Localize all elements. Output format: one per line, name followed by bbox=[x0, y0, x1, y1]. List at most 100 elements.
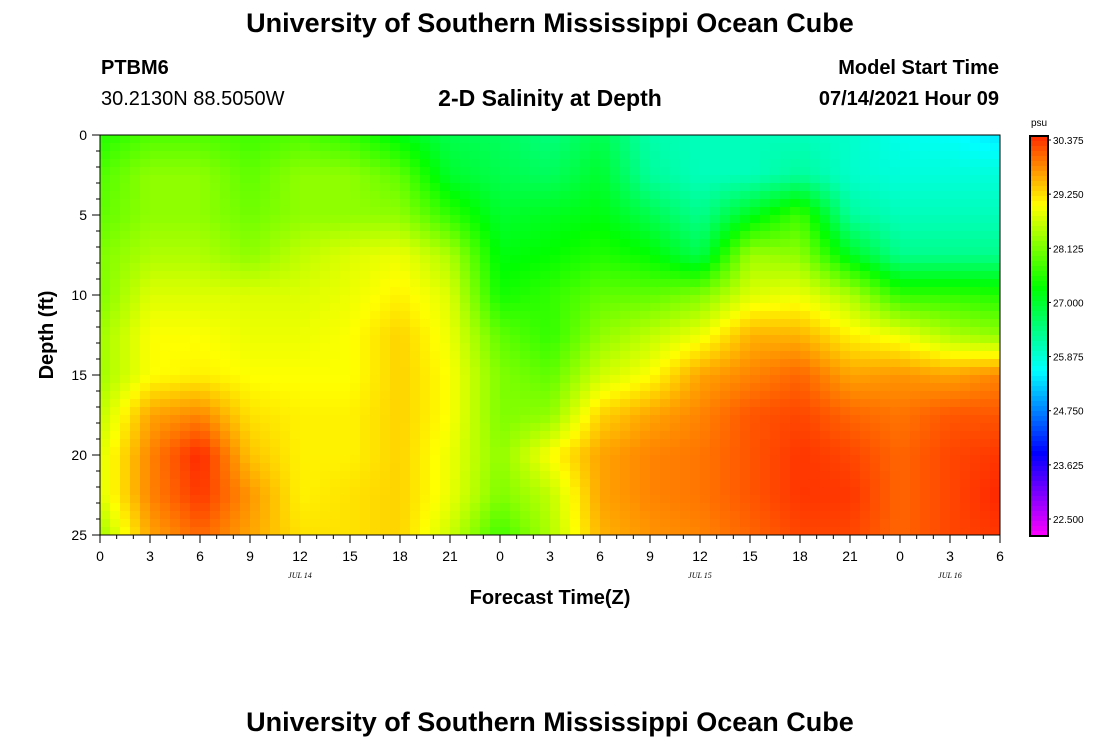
heatmap-cell bbox=[630, 471, 641, 480]
heatmap-cell bbox=[740, 511, 751, 520]
heatmap-cell bbox=[920, 367, 931, 376]
heatmap-cell bbox=[600, 255, 611, 264]
heatmap-cell bbox=[560, 311, 571, 320]
heatmap-cell bbox=[200, 327, 211, 336]
heatmap-cell bbox=[840, 407, 851, 416]
heatmap-cell bbox=[210, 399, 221, 408]
heatmap-cell bbox=[230, 351, 241, 360]
heatmap-cell bbox=[820, 223, 831, 232]
heatmap-cell bbox=[470, 191, 481, 200]
colorbar-segment bbox=[1030, 516, 1048, 522]
heatmap-cell bbox=[760, 175, 771, 184]
heatmap-cell bbox=[790, 175, 801, 184]
heatmap-cell bbox=[640, 247, 651, 256]
heatmap-cell bbox=[520, 215, 531, 224]
heatmap-cell bbox=[900, 511, 911, 520]
heatmap-cell bbox=[960, 423, 971, 432]
heatmap-cell bbox=[980, 519, 991, 528]
heatmap-cell bbox=[890, 399, 901, 408]
heatmap-cell bbox=[120, 311, 131, 320]
heatmap-cell bbox=[350, 367, 361, 376]
heatmap-cell bbox=[990, 335, 1000, 344]
heatmap-cell bbox=[150, 311, 161, 320]
heatmap-cell bbox=[100, 319, 111, 328]
colorbar-segment bbox=[1030, 511, 1048, 517]
heatmap-cell bbox=[240, 503, 251, 512]
heatmap-cell bbox=[240, 199, 251, 208]
heatmap-cell bbox=[420, 263, 431, 272]
colorbar-segment bbox=[1030, 246, 1048, 252]
colorbar-tick-label: 28.125 bbox=[1053, 244, 1084, 255]
heatmap-cell bbox=[700, 151, 711, 160]
heatmap-cell bbox=[420, 327, 431, 336]
heatmap-cell bbox=[560, 391, 571, 400]
heatmap-cell bbox=[250, 287, 261, 296]
heatmap-cell bbox=[850, 415, 861, 424]
heatmap-cell bbox=[490, 295, 501, 304]
heatmap-cell bbox=[630, 311, 641, 320]
heatmap-cell bbox=[800, 447, 811, 456]
heatmap-cell bbox=[270, 335, 281, 344]
heatmap-cell bbox=[180, 503, 191, 512]
heatmap-cell bbox=[640, 263, 651, 272]
heatmap-cell bbox=[510, 375, 521, 384]
heatmap-cell bbox=[810, 359, 821, 368]
heatmap-cell bbox=[980, 303, 991, 312]
heatmap-cell bbox=[660, 431, 671, 440]
heatmap-cell bbox=[760, 191, 771, 200]
heatmap-cell bbox=[760, 479, 771, 488]
heatmap-cell bbox=[230, 295, 241, 304]
heatmap-cell bbox=[610, 175, 621, 184]
heatmap-cell bbox=[700, 279, 711, 288]
heatmap-cell bbox=[110, 447, 121, 456]
heatmap-cell bbox=[390, 399, 401, 408]
heatmap-cell bbox=[560, 335, 571, 344]
heatmap-cell bbox=[680, 151, 691, 160]
heatmap-cell bbox=[370, 527, 381, 535]
heatmap-cell bbox=[740, 263, 751, 272]
heatmap-cell bbox=[830, 375, 841, 384]
heatmap-cell bbox=[300, 183, 311, 192]
colorbar-segment bbox=[1030, 226, 1048, 232]
heatmap-cell bbox=[290, 319, 301, 328]
heatmap-cell bbox=[260, 183, 271, 192]
heatmap-cell bbox=[270, 367, 281, 376]
heatmap-cell bbox=[120, 191, 131, 200]
heatmap-cell bbox=[480, 359, 491, 368]
heatmap-cell bbox=[710, 407, 721, 416]
heatmap-cell bbox=[250, 407, 261, 416]
heatmap-cell bbox=[450, 343, 461, 352]
heatmap-cell bbox=[230, 279, 241, 288]
heatmap-cell bbox=[320, 439, 331, 448]
heatmap-cell bbox=[970, 471, 981, 480]
heatmap-cell bbox=[260, 215, 271, 224]
heatmap-cell bbox=[170, 215, 181, 224]
heatmap-cell bbox=[490, 375, 501, 384]
heatmap-cell bbox=[190, 207, 201, 216]
heatmap-cell bbox=[470, 471, 481, 480]
heatmap-cell bbox=[330, 519, 341, 528]
heatmap-cell bbox=[850, 287, 861, 296]
heatmap-cell bbox=[670, 255, 681, 264]
heatmap-cell bbox=[250, 375, 261, 384]
heatmap-cell bbox=[700, 319, 711, 328]
heatmap-cell bbox=[880, 199, 891, 208]
heatmap-cell bbox=[510, 479, 521, 488]
heatmap-cell bbox=[990, 255, 1000, 264]
heatmap-cell bbox=[370, 511, 381, 520]
heatmap-cell bbox=[740, 183, 751, 192]
heatmap-cell bbox=[150, 463, 161, 472]
heatmap-cell bbox=[940, 255, 951, 264]
heatmap-cell bbox=[810, 191, 821, 200]
heatmap-cell bbox=[340, 247, 351, 256]
heatmap-cell bbox=[410, 231, 421, 240]
heatmap-cell bbox=[640, 159, 651, 168]
heatmap-cell bbox=[460, 207, 471, 216]
heatmap-cell bbox=[290, 287, 301, 296]
heatmap-cell bbox=[820, 511, 831, 520]
heatmap-cell bbox=[350, 159, 361, 168]
heatmap-cell bbox=[760, 399, 771, 408]
heatmap-cell bbox=[170, 375, 181, 384]
heatmap-cell bbox=[940, 215, 951, 224]
heatmap-cell bbox=[550, 335, 561, 344]
